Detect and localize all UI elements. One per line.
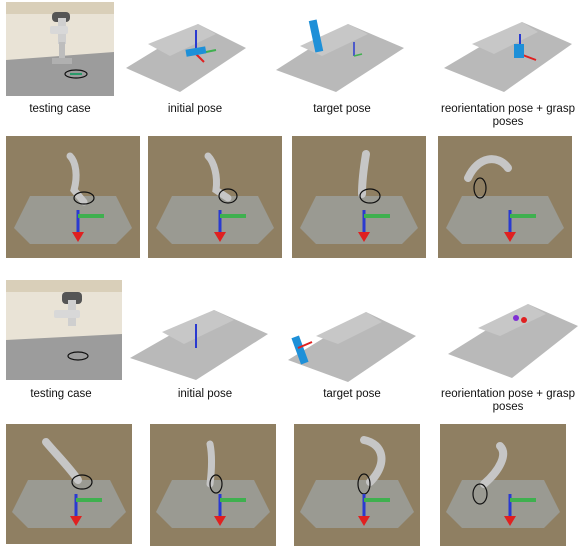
pointcloud-initial-pose-2 xyxy=(124,288,272,380)
caption-initial-pose-1: initial pose xyxy=(167,103,223,115)
pointcloud-reorientation-2 xyxy=(442,286,582,378)
pointcloud-initial-pose-1 xyxy=(120,4,248,92)
sim-initial-pose-1 xyxy=(148,136,282,258)
caption-reorientation-1: reorientation pose + grasp poses xyxy=(441,103,575,128)
pointcloud-target-pose-2 xyxy=(282,292,420,382)
caption-initial-pose-2: initial pose xyxy=(177,388,233,400)
sim-initial-pose-2 xyxy=(150,424,276,546)
caption-target-pose-2: target pose xyxy=(323,388,381,400)
caption-reorientation-2: reorientation pose + grasp poses xyxy=(441,388,575,413)
caption-testing-case-1: testing case xyxy=(29,103,91,115)
sim-testing-case-1 xyxy=(6,136,140,258)
photo-testing-case-1 xyxy=(6,2,114,96)
sim-reorientation-2 xyxy=(440,424,566,546)
sim-target-pose-1 xyxy=(292,136,426,258)
caption-testing-case-2: testing case xyxy=(30,388,92,400)
photo-testing-case-2 xyxy=(6,280,122,380)
sim-target-pose-2 xyxy=(294,424,420,546)
caption-target-pose-1: target pose xyxy=(313,103,371,115)
pointcloud-target-pose-1 xyxy=(270,4,408,92)
sim-testing-case-2 xyxy=(6,424,132,544)
pointcloud-reorientation-1 xyxy=(438,4,576,92)
sim-reorientation-1 xyxy=(438,136,572,258)
